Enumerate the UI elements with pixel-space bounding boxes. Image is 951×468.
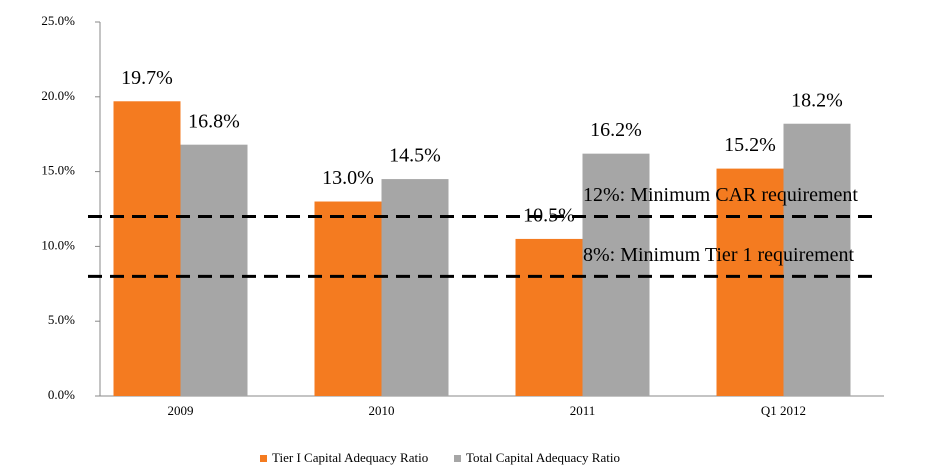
data-label: 14.5% <box>389 145 441 167</box>
data-label: 18.2% <box>791 89 843 111</box>
data-label: 10.5% <box>523 205 575 227</box>
annotation: 8%: Minimum Tier 1 requirement <box>583 244 855 266</box>
y-tick-label: 25.0% <box>41 13 75 28</box>
x-tick-label: 2009 <box>168 403 194 418</box>
bar <box>515 238 583 396</box>
x-tick-label: 2010 <box>369 403 395 418</box>
data-label: 19.7% <box>121 67 173 89</box>
y-tick-label: 10.0% <box>41 237 75 252</box>
y-tick-label: 15.0% <box>41 163 75 178</box>
data-label: 16.8% <box>188 110 240 132</box>
bar <box>113 101 181 397</box>
x-tick-label: 2011 <box>570 403 596 418</box>
bar <box>716 168 784 396</box>
bar <box>783 123 851 396</box>
data-label: 15.2% <box>724 134 776 156</box>
bar <box>314 201 382 396</box>
data-label: 16.2% <box>590 119 642 141</box>
legend-label: Tier I Capital Adequacy Ratio <box>272 450 428 465</box>
legend-swatch <box>260 455 267 462</box>
x-tick-label: Q1 2012 <box>761 403 806 418</box>
data-label: 13.0% <box>322 167 374 189</box>
y-tick-label: 5.0% <box>48 312 75 327</box>
bar <box>381 179 449 396</box>
y-tick-label: 20.0% <box>41 88 75 103</box>
y-tick-label: 0.0% <box>48 387 75 402</box>
annotation: 12%: Minimum CAR requirement <box>583 184 858 206</box>
legend-label: Total Capital Adequacy Ratio <box>466 450 620 465</box>
bar <box>180 144 248 396</box>
legend-swatch <box>454 455 461 462</box>
